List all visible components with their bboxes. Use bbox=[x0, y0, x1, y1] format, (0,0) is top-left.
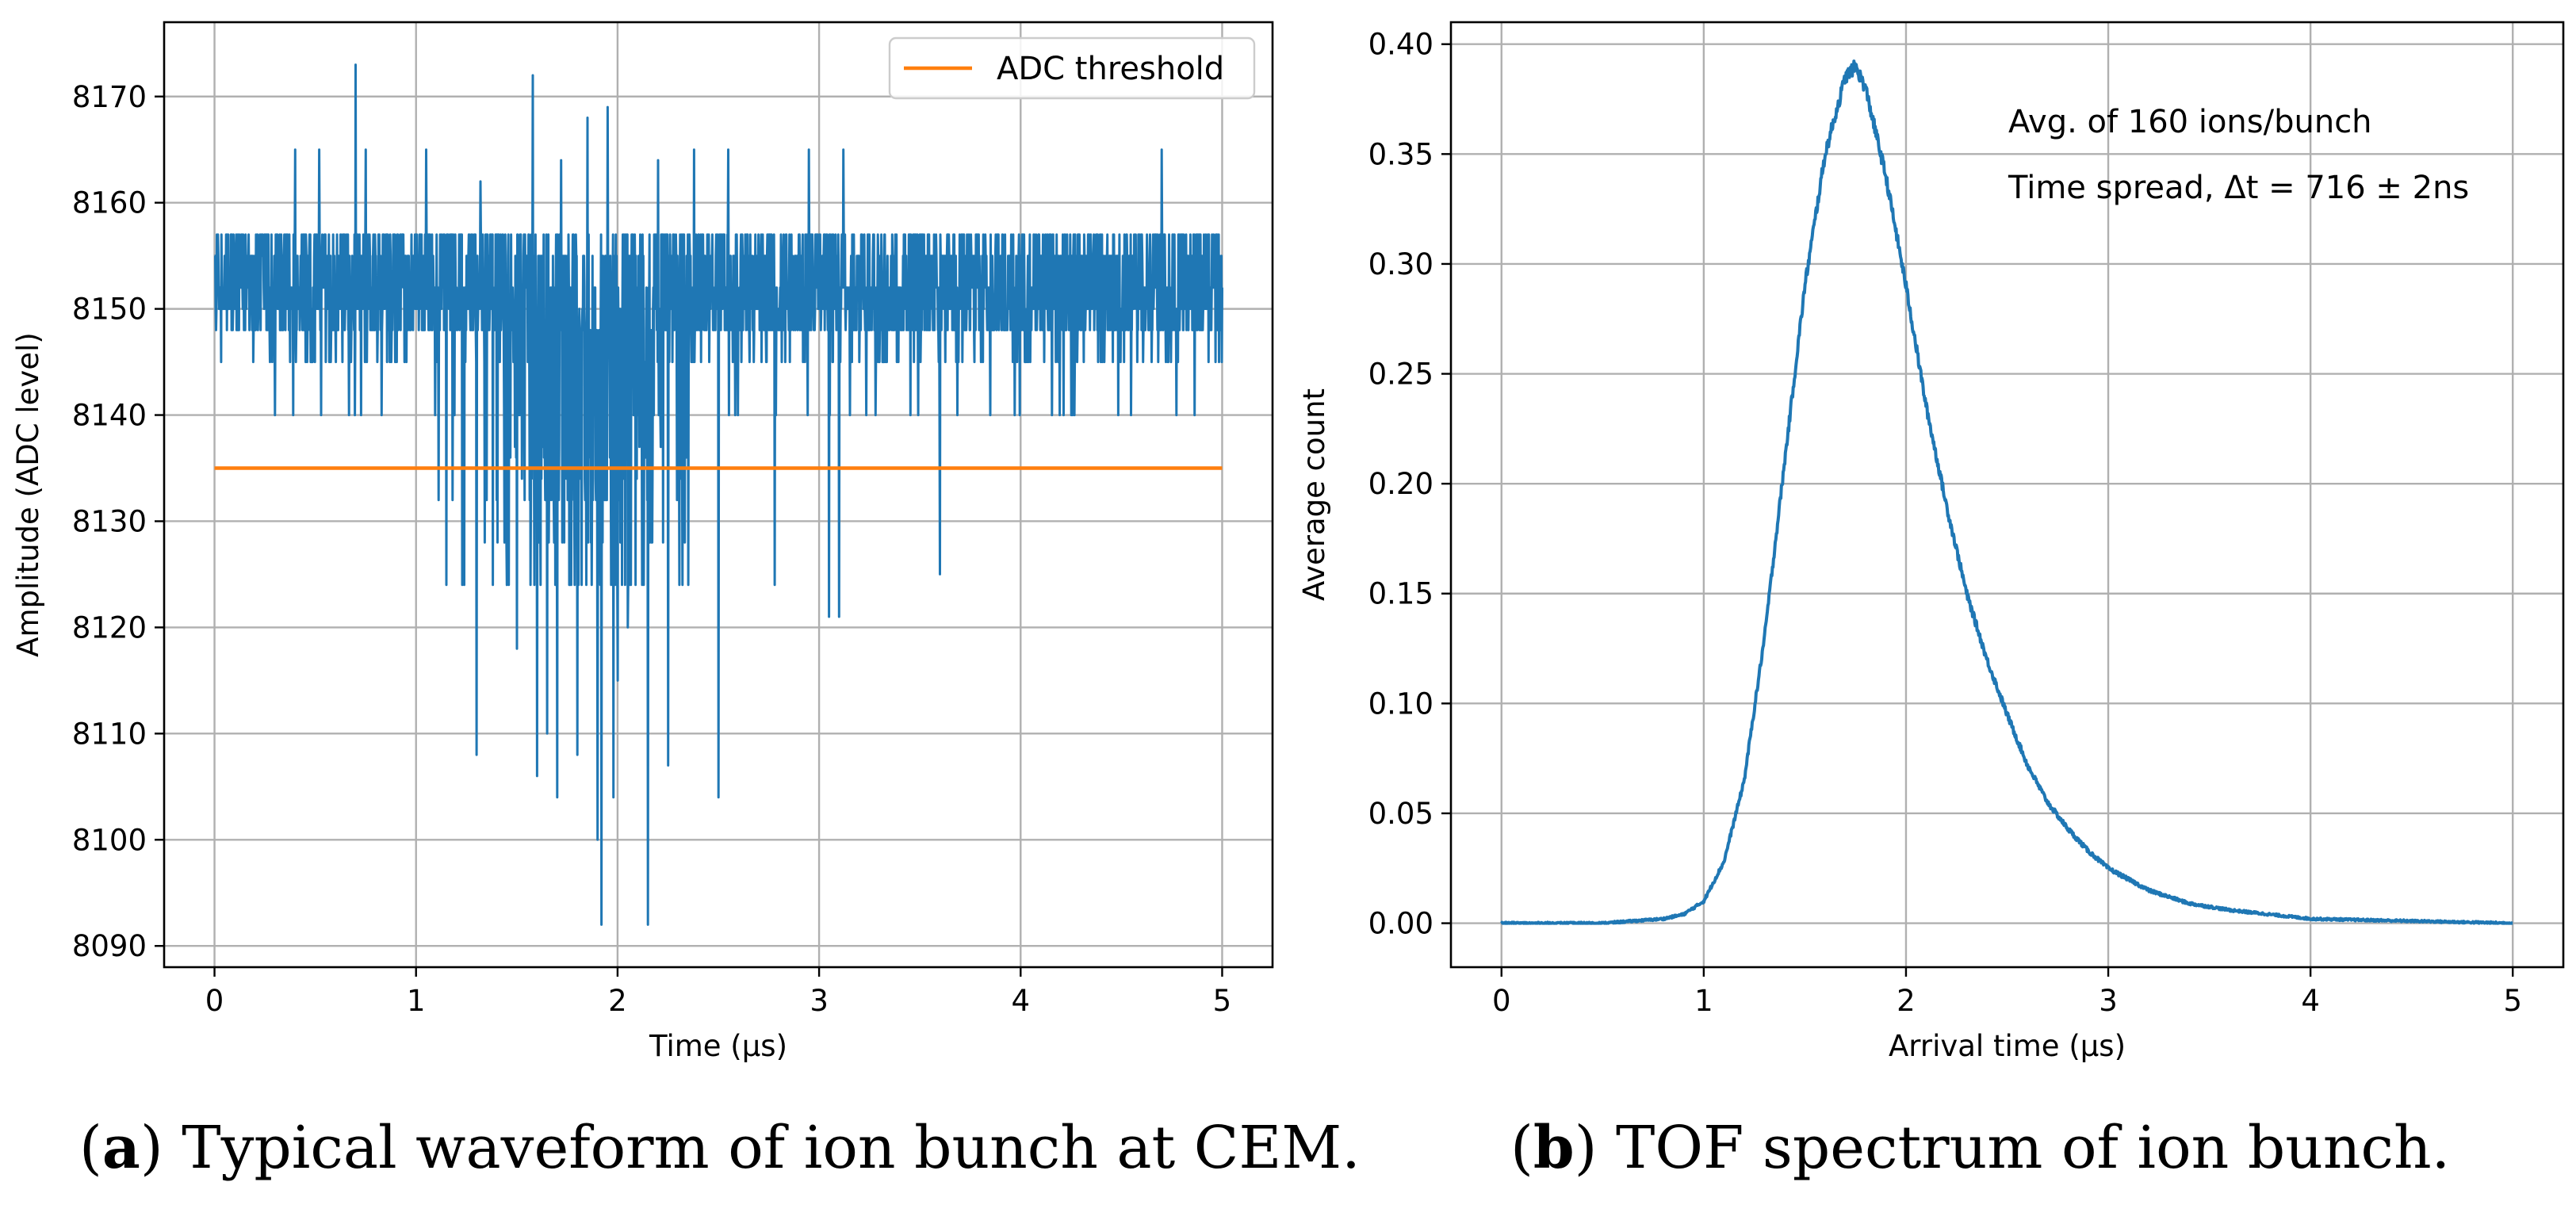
x-tick-label: 2 bbox=[1897, 984, 1916, 1018]
x-tick-label: 5 bbox=[1213, 984, 1232, 1018]
caption-a-text: Typical waveform of ion bunch at CEM. bbox=[163, 1114, 1361, 1182]
x-tick-label: 0 bbox=[1492, 984, 1511, 1018]
x-tick-label: 1 bbox=[407, 984, 426, 1018]
x-tick-label: 4 bbox=[2301, 984, 2320, 1018]
annotation-ions-per-bunch: Avg. of 160 ions/bunch bbox=[2008, 104, 2372, 140]
y-tick-label: 0.10 bbox=[1368, 687, 1433, 721]
waveform-series-line bbox=[213, 63, 1223, 926]
x-tick-label: 0 bbox=[205, 984, 224, 1018]
plot-frame bbox=[1449, 21, 2565, 969]
y-tick-label: 8110 bbox=[72, 717, 147, 751]
y-tick-label: 0.40 bbox=[1368, 28, 1433, 62]
y-tick-label: 0.05 bbox=[1368, 797, 1433, 831]
y-tick-label: 0.15 bbox=[1368, 577, 1433, 611]
caption-b-text: TOF spectrum of ion bunch. bbox=[1597, 1114, 2451, 1182]
legend-box bbox=[888, 36, 1256, 100]
panel-a-waveform-chart: 0 1 2 3 4 5 8090 8100 8110 8120 8130 8140 8150 8160 81… bbox=[11, 21, 1274, 1063]
y-tick-label: 0.00 bbox=[1368, 907, 1433, 941]
y-tick-label: 8120 bbox=[72, 610, 147, 645]
caption-b-label: b bbox=[1533, 1114, 1575, 1182]
x-tick-label: 3 bbox=[2099, 984, 2118, 1018]
y-tick-label: 8100 bbox=[72, 823, 147, 857]
x-tick-label: 4 bbox=[1011, 984, 1030, 1018]
y-tick-label: 8160 bbox=[72, 186, 147, 220]
legend: ADC threshold bbox=[888, 36, 1256, 100]
x-axis-label: Time (μs) bbox=[649, 1029, 787, 1063]
y-tick-label: 8090 bbox=[72, 929, 147, 963]
y-tick-label: 8150 bbox=[72, 293, 147, 327]
x-tick-label: 1 bbox=[1694, 984, 1713, 1018]
y-axis-label: Amplitude (ADC level) bbox=[11, 332, 45, 657]
tof-spectrum-series-line bbox=[1500, 59, 2514, 925]
y-tick-label: 0.20 bbox=[1368, 467, 1433, 501]
annotation-time-spread: Time spread, Δt = 716 ± 2ns bbox=[2008, 170, 2469, 206]
x-tick-label: 3 bbox=[810, 984, 829, 1018]
x-tick-label: 2 bbox=[608, 984, 627, 1018]
y-axis-label: Average count bbox=[1297, 388, 1331, 601]
y-tick-label: 0.25 bbox=[1368, 358, 1433, 392]
y-tick-label: 0.30 bbox=[1368, 247, 1433, 281]
x-axis-label: Arrival time (μs) bbox=[1889, 1029, 2126, 1063]
y-tick-label: 8170 bbox=[72, 80, 147, 114]
y-tick-label: 8130 bbox=[72, 504, 147, 538]
legend-label-adc-threshold: ADC threshold bbox=[997, 51, 1224, 87]
plot-frame bbox=[163, 21, 1274, 969]
caption-a-label: a bbox=[101, 1114, 140, 1182]
y-tick-label: 0.35 bbox=[1368, 137, 1433, 171]
caption-a: (a) Typical waveform of ion bunch at CEM… bbox=[79, 1114, 1361, 1182]
x-tick-label: 5 bbox=[2503, 984, 2522, 1018]
panel-b-tof-spectrum-chart: 0 1 2 3 4 5 0.00 0.05 0.10 0.15 0.20 0.25 0.30 0.35 0.… bbox=[1297, 21, 2565, 1063]
y-tick-label: 8140 bbox=[72, 399, 147, 433]
caption-b: (b) TOF spectrum of ion bunch. bbox=[1510, 1114, 2451, 1182]
